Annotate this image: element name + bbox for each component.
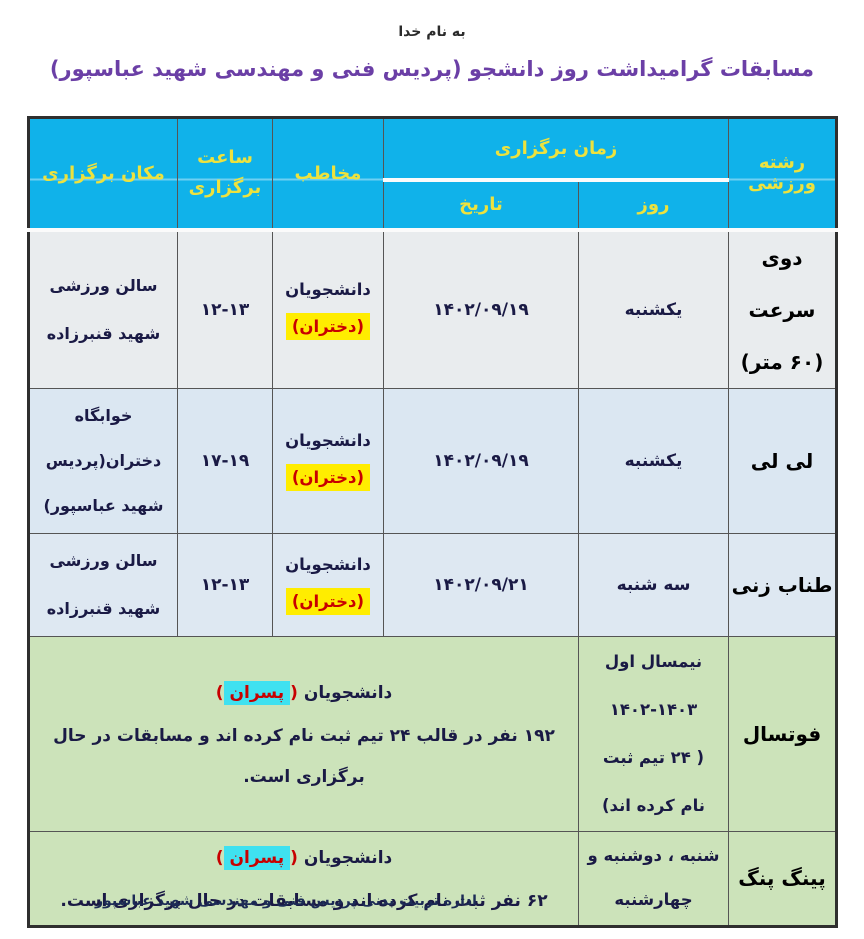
- location-line2: شهید قنبرزاده: [46, 598, 161, 618]
- schedule-table: رشته ورزشی زمان برگزاری مخاطب ساعت برگزا…: [26, 116, 838, 928]
- description-cell: دانشجویان (پسران) ۱۹۲ نفر در قالب ۲۴ تیم…: [27, 635, 580, 832]
- term-line2: چهارشنبه: [614, 890, 693, 909]
- header-hour-line2: برگزاری: [188, 177, 262, 199]
- header-cell-sport: رشته ورزشی: [728, 117, 837, 232]
- paren-open: (: [290, 682, 298, 703]
- description-line1: ۱۹۲ نفر در قالب ۲۴ تیم ثبت نام کرده اند …: [53, 725, 555, 746]
- date-cell: ۱۴۰۲/۰۹/۱۹: [382, 229, 580, 389]
- paren-open: (: [290, 847, 298, 868]
- date-cell: ۱۴۰۲/۰۹/۲۱: [382, 532, 580, 637]
- hour-cell: ۱۲-۱۳: [176, 229, 273, 389]
- paren-close: ): [215, 847, 224, 868]
- hour-value: ۱۲-۱۳: [200, 299, 250, 320]
- sport-name: دوی سرعت: [748, 245, 816, 322]
- table-row-pingpong: پینگ پنگ شنبه ، دوشنبه و چهارشنبه دانشجو…: [27, 830, 837, 927]
- location-cell: خوابگاه دختران(پردیس شهید عباسپور): [27, 387, 178, 534]
- date-value: ۱۴۰۲/۰۹/۲۱: [433, 574, 529, 595]
- table-row-futsal: فوتسال نیمسال اول ۱۴۰۲-۱۴۰۳ ( ۲۴ تیم ثبت…: [27, 635, 837, 832]
- audience-cell: دانشجویان (دختران): [271, 532, 384, 637]
- location-line1: خوابگاه: [74, 406, 133, 425]
- day-cell: سه شنبه: [578, 532, 729, 637]
- day-cell: یکشنبه: [578, 229, 729, 389]
- sport-cell: لی لی: [728, 387, 837, 534]
- audience-highlight: (دختران): [285, 463, 371, 491]
- header-hour-line1: ساعت: [197, 147, 253, 169]
- term-cell: نیمسال اول ۱۴۰۲-۱۴۰۳ ( ۲۴ تیم ثبت نام کر…: [578, 635, 729, 832]
- description-line2: برگزاری است.: [243, 766, 365, 787]
- term-cell: شنبه ، دوشنبه و چهارشنبه: [578, 830, 729, 927]
- sport-name-line2: (۶۰ متر): [740, 349, 824, 374]
- bismillah-text: به نام خدا: [398, 24, 466, 40]
- description-line1: ۶۲ نفر ثبت نام کرده اند و مسابقات در حال…: [60, 890, 548, 911]
- audience-label: دانشجویان: [285, 279, 371, 299]
- gender-highlight: پسران: [223, 680, 291, 705]
- header-cell-time-group: زمان برگزاری: [382, 117, 730, 182]
- hour-value: ۱۲-۱۳: [200, 574, 250, 595]
- header-cell-hour: ساعت برگزاری: [176, 117, 273, 232]
- header-cell-location: مکان برگزاری: [27, 117, 178, 232]
- date-value: ۱۴۰۲/۰۹/۱۹: [433, 299, 529, 320]
- sport-cell: دوی سرعت (۶۰ متر): [728, 229, 837, 389]
- footer-note: اداره تربیت بدنی پردیس فنی و مهندسی شهید…: [95, 893, 477, 909]
- date-cell: ۱۴۰۲/۰۹/۱۹: [382, 387, 580, 534]
- date-value: ۱۴۰۲/۰۹/۱۹: [433, 450, 529, 471]
- header-cell-day: روز: [578, 179, 729, 232]
- location-line3: شهید عباسپور): [43, 496, 164, 515]
- table-row-rope: طناب زنی سه شنبه ۱۴۰۲/۰۹/۲۱ دانشجویان (د…: [27, 532, 837, 637]
- location-cell: سالن ورزشی شهید قنبرزاده: [27, 229, 178, 389]
- location-line2: دختران(پردیس: [45, 451, 162, 470]
- location-line1: سالن ورزشی: [49, 550, 158, 570]
- audience-label: دانشجویان: [285, 430, 371, 450]
- audience-label: دانشجویان: [285, 554, 371, 574]
- term-line1: نیمسال اول: [604, 651, 703, 671]
- table-row-sprint: دوی سرعت (۶۰ متر) یکشنبه ۱۴۰۲/۰۹/۱۹ دانش…: [27, 229, 837, 389]
- term-line4: نام کرده اند): [602, 795, 705, 815]
- day-cell: یکشنبه: [578, 387, 729, 534]
- audience-label: دانشجویان: [297, 847, 393, 868]
- term-line1: شنبه ، دوشنبه و: [587, 846, 720, 865]
- term-line3: ( ۲۴ تیم ثبت: [602, 747, 705, 767]
- hour-cell: ۱۷-۱۹: [176, 387, 273, 534]
- header-row: رشته ورزشی زمان برگزاری مخاطب ساعت برگزا…: [27, 117, 837, 232]
- header-cell-date: تاریخ: [382, 179, 580, 232]
- hour-value: ۱۷-۱۹: [200, 450, 250, 471]
- participants-line: دانشجویان (پسران): [215, 680, 393, 705]
- hour-cell: ۱۲-۱۳: [176, 532, 273, 637]
- table-row-hopscotch: لی لی یکشنبه ۱۴۰۲/۰۹/۱۹ دانشجویان (دخترا…: [27, 387, 837, 534]
- description-cell: دانشجویان (پسران) ۶۲ نفر ثبت نام کرده ان…: [27, 830, 580, 927]
- audience-highlight: (دختران): [285, 587, 371, 615]
- location-line2: شهید قنبرزاده: [46, 323, 161, 343]
- audience-label: دانشجویان: [297, 682, 393, 703]
- page-title: مسابقات گرامیداشت روز دانشجو (پردیس فنی …: [49, 57, 815, 81]
- header-subrow: روز تاریخ: [28, 179, 836, 232]
- participants-line: دانشجویان (پسران): [215, 845, 393, 870]
- sport-cell: فوتسال: [728, 635, 837, 832]
- term-line2: ۱۴۰۲-۱۴۰۳: [609, 699, 698, 719]
- header-cell-audience: مخاطب: [271, 117, 384, 232]
- audience-highlight: (دختران): [285, 312, 371, 340]
- audience-cell: دانشجویان (دختران): [271, 229, 384, 389]
- location-cell: سالن ورزشی شهید قنبرزاده: [27, 532, 178, 637]
- audience-cell: دانشجویان (دختران): [271, 387, 384, 534]
- location-line1: سالن ورزشی: [49, 275, 158, 295]
- sport-cell: پینگ پنگ: [728, 830, 837, 927]
- paren-close: ): [215, 682, 224, 703]
- gender-highlight: پسران: [223, 845, 291, 870]
- sport-cell: طناب زنی: [728, 532, 837, 637]
